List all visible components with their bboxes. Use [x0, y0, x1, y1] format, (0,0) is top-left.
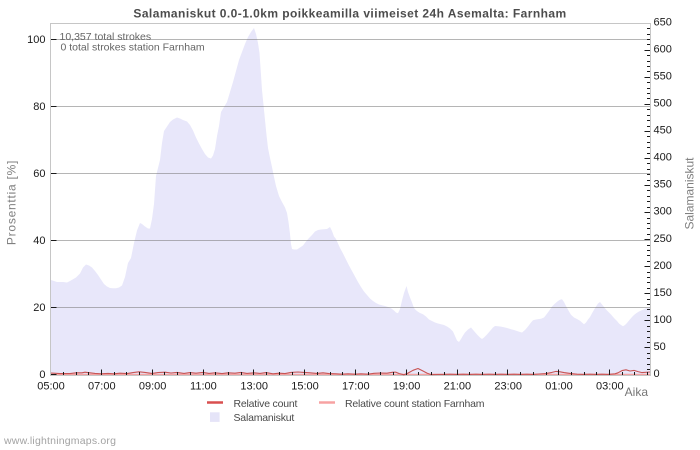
svg-text:200: 200 — [654, 260, 672, 272]
svg-text:19:00: 19:00 — [393, 380, 421, 392]
svg-text:40: 40 — [33, 235, 45, 247]
svg-text:10,357 total strokes: 10,357 total strokes — [60, 31, 152, 43]
svg-text:Relative count: Relative count — [234, 398, 298, 410]
svg-text:250: 250 — [654, 233, 672, 245]
svg-text:13:00: 13:00 — [240, 380, 268, 392]
svg-text:Prosenttia [%]: Prosenttia [%] — [5, 160, 19, 245]
svg-text:Relative count station Farnham: Relative count station Farnham — [345, 398, 485, 410]
svg-text:17:00: 17:00 — [342, 380, 370, 392]
svg-text:23:00: 23:00 — [494, 380, 522, 392]
svg-text:Salamaniskut: Salamaniskut — [234, 412, 295, 424]
svg-text:Aika: Aika — [625, 385, 649, 399]
svg-text:07:00: 07:00 — [88, 380, 116, 392]
svg-text:100: 100 — [654, 314, 672, 326]
svg-text:03:00: 03:00 — [596, 380, 624, 392]
svg-text:0: 0 — [654, 368, 660, 380]
svg-text:09:00: 09:00 — [139, 380, 167, 392]
svg-text:350: 350 — [654, 179, 672, 191]
svg-text:450: 450 — [654, 125, 672, 137]
svg-text:400: 400 — [654, 152, 672, 164]
svg-text:20: 20 — [33, 302, 45, 314]
svg-text:100: 100 — [27, 34, 45, 46]
svg-text:15:00: 15:00 — [291, 380, 319, 392]
svg-text:550: 550 — [654, 70, 672, 82]
svg-text:Salamaniskut: Salamaniskut — [683, 157, 697, 230]
svg-text:80: 80 — [33, 101, 45, 113]
svg-text:05:00: 05:00 — [37, 380, 65, 392]
svg-text:11:00: 11:00 — [190, 380, 217, 392]
svg-text:60: 60 — [33, 168, 45, 180]
svg-text:0: 0 — [39, 369, 45, 381]
svg-text:650: 650 — [654, 16, 672, 28]
svg-text:500: 500 — [654, 98, 672, 110]
svg-text:600: 600 — [654, 43, 672, 55]
svg-text:21:00: 21:00 — [444, 380, 472, 392]
svg-text:300: 300 — [654, 206, 672, 218]
svg-text:150: 150 — [654, 287, 672, 299]
svg-text:0 total strokes station Farnha: 0 total strokes station Farnham — [61, 41, 205, 53]
svg-text:01:00: 01:00 — [545, 380, 573, 392]
svg-text:www.lightningmaps.org: www.lightningmaps.org — [3, 435, 116, 447]
svg-text:50: 50 — [654, 341, 666, 353]
svg-text:Salamaniskut 0.0-1.0km poikkea: Salamaniskut 0.0-1.0km poikkeamilla viim… — [133, 7, 566, 21]
